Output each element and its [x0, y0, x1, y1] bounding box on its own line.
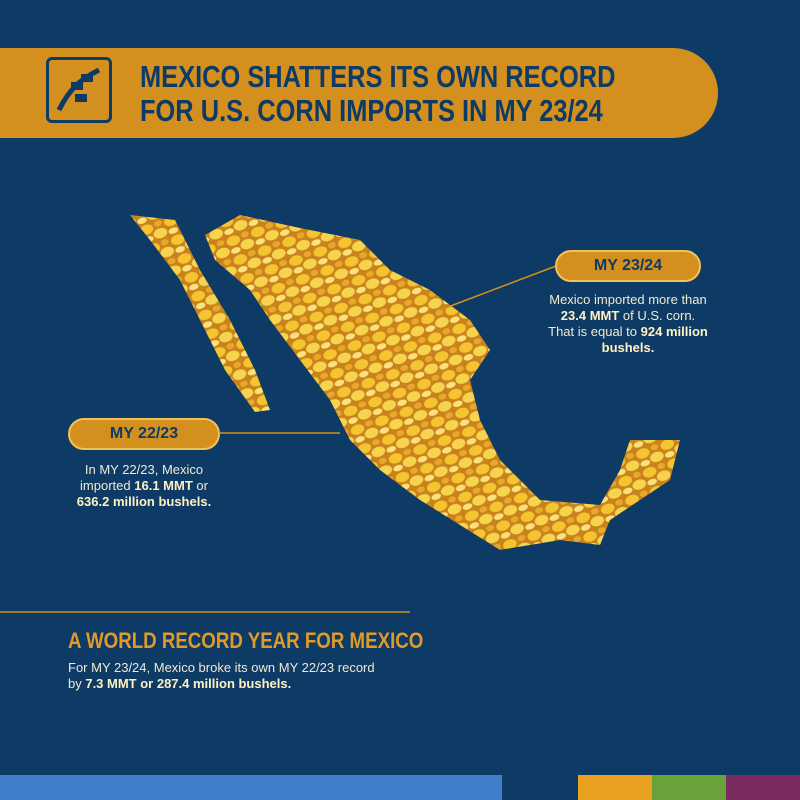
text: 16.1 MMT — [134, 478, 193, 493]
title: MEXICO SHATTERS ITS OWN RECORD — [140, 59, 616, 94]
callout-label: MY 23/24 — [555, 250, 701, 282]
footer-heading: A WORLD RECORD YEAR FOR MEXICO — [68, 628, 424, 653]
title-banner — [0, 48, 718, 138]
text: of U.S. corn. That is equal to — [548, 308, 696, 339]
text: 23.4 MMT — [560, 308, 620, 323]
color-bar — [0, 775, 502, 800]
text: In MY 22/23, Mexico imported — [80, 462, 204, 493]
color-bar — [652, 775, 726, 800]
callout-text: In MY 22/23, Mexico imported 16.1 MMT or… — [68, 462, 220, 510]
logo-icon — [56, 67, 101, 112]
baja-map — [130, 215, 270, 412]
text: 7.3 MMT or 287.4 million bushels. — [85, 676, 292, 691]
color-bar — [578, 775, 652, 800]
title: FOR U.S. CORN IMPORTS IN MY 23/24 — [140, 93, 603, 128]
text: Mexico imported more than — [549, 292, 707, 307]
mexico-map — [205, 215, 680, 550]
logo — [46, 57, 112, 123]
color-bar — [726, 775, 800, 800]
footer-text: For MY 23/24, Mexico broke its own MY 22… — [68, 660, 388, 692]
callout-label: MY 22/23 — [68, 418, 220, 450]
text: 636.2 million bushels. — [76, 494, 212, 509]
text: 924 million bushels. — [601, 324, 708, 355]
connector — [439, 265, 557, 311]
callout-text: Mexico imported more than 23.4 MMT of U.… — [548, 292, 708, 356]
text: or — [192, 478, 208, 493]
text: For MY 23/24, Mexico broke its own MY 22… — [68, 660, 375, 691]
